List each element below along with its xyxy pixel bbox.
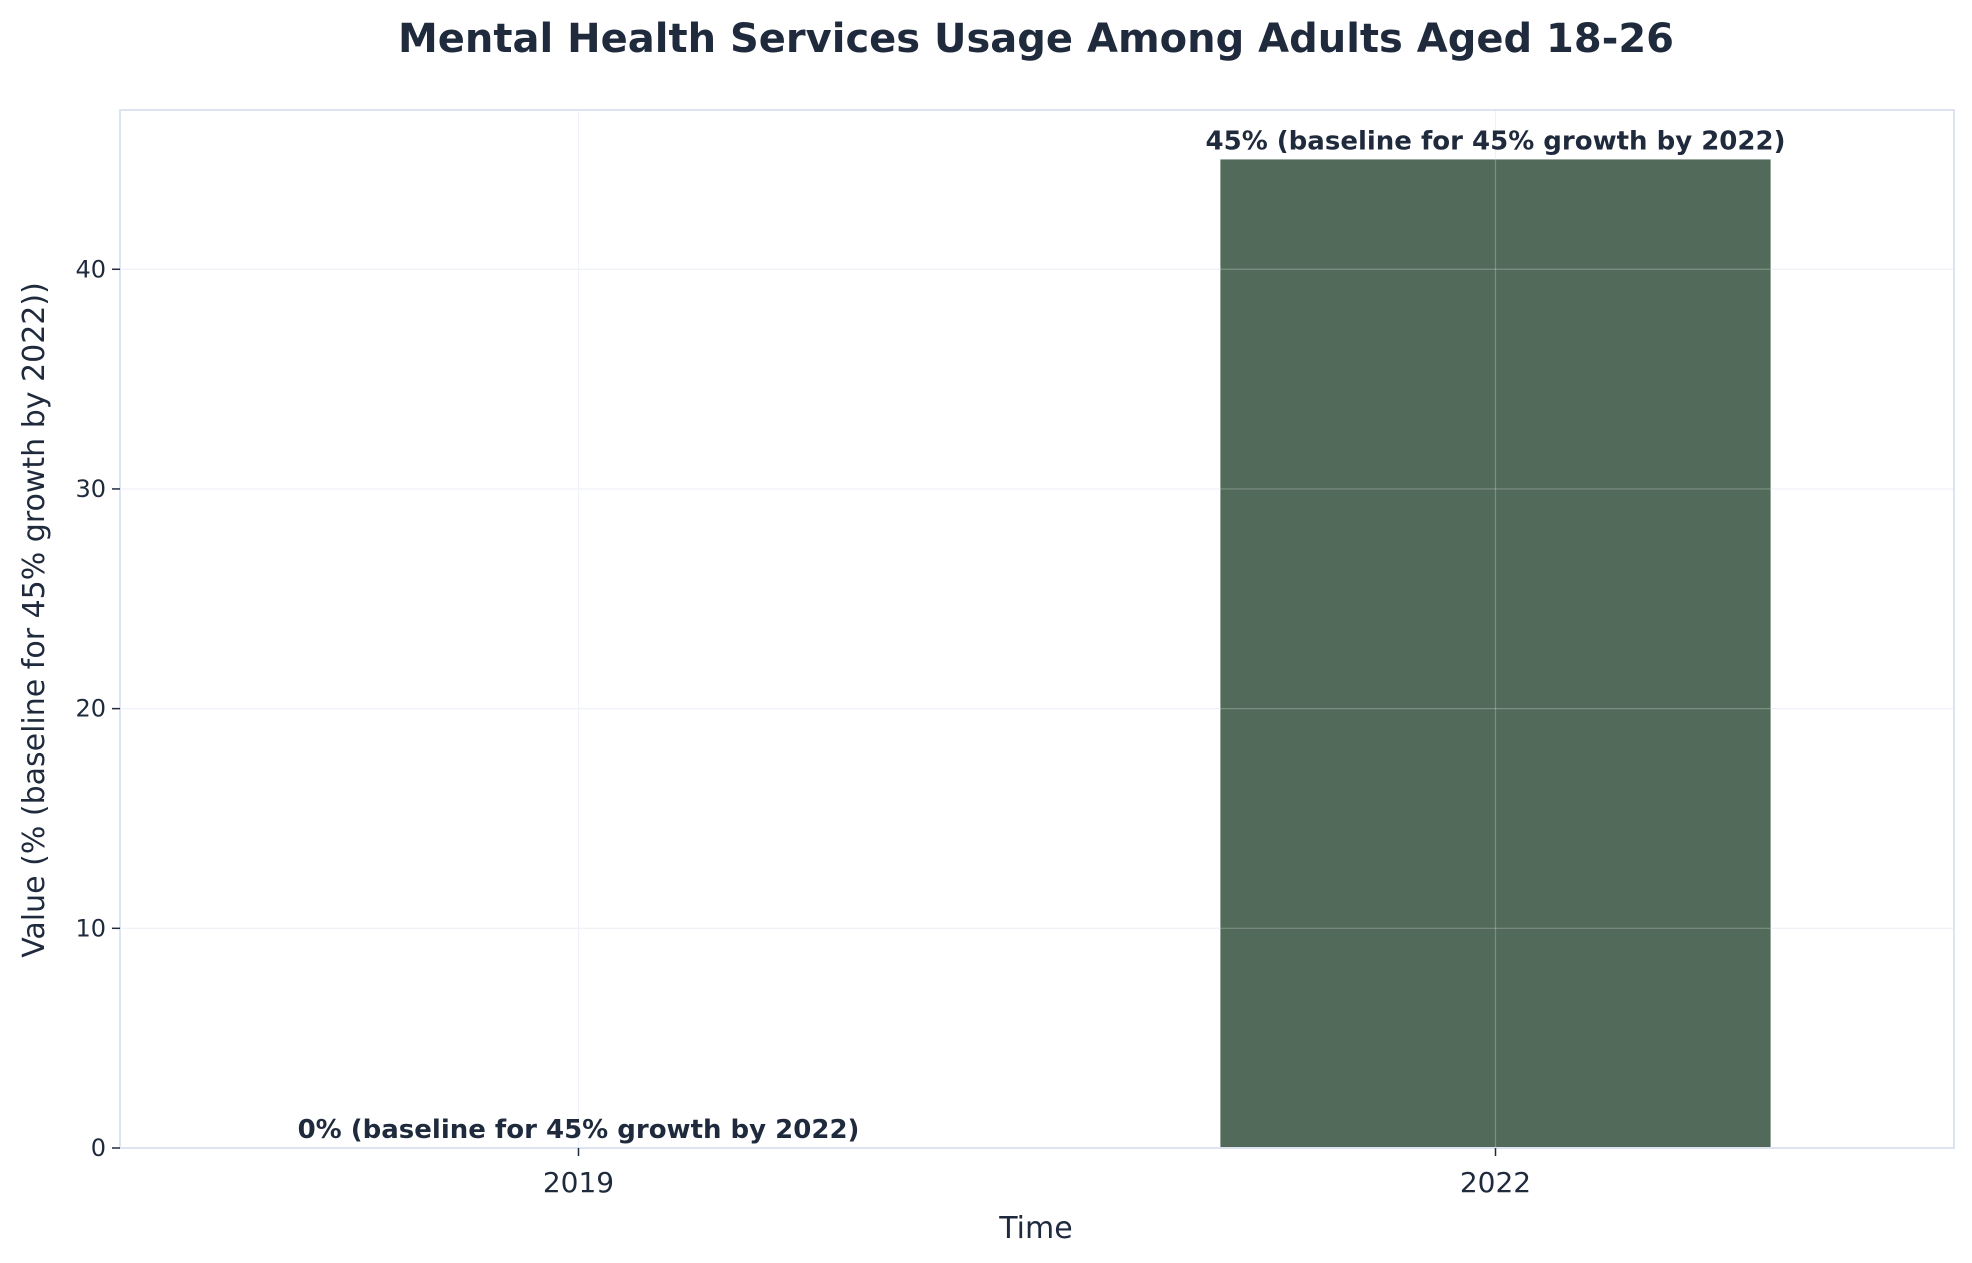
x-tick-label: 2019 bbox=[543, 1166, 614, 1199]
y-tick-label: 30 bbox=[75, 475, 106, 503]
tick-layer: 0 10 20 30 40 2019 2022 bbox=[75, 255, 1531, 1199]
y-tick-label: 20 bbox=[75, 695, 106, 723]
y-tick-label: 40 bbox=[75, 255, 106, 283]
bar-layer bbox=[1220, 159, 1771, 1148]
x-axis-label: Time bbox=[998, 1211, 1072, 1246]
x-tick-label: 2022 bbox=[1460, 1166, 1531, 1199]
data-label-2022: 45% (baseline for 45% growth by 2022) bbox=[1206, 126, 1786, 156]
y-axis-label: Value (% (baseline for 45% growth by 202… bbox=[17, 282, 52, 958]
data-label-2019: 0% (baseline for 45% growth by 2022) bbox=[298, 1115, 860, 1145]
bar-2022 bbox=[1220, 159, 1771, 1148]
y-tick-label: 0 bbox=[91, 1134, 106, 1162]
data-label-layer: 0% (baseline for 45% growth by 2022) 45% … bbox=[298, 126, 1786, 1145]
chart-title: Mental Health Services Usage Among Adult… bbox=[398, 16, 1674, 62]
y-tick-label: 10 bbox=[75, 914, 106, 942]
axes-frame bbox=[119, 109, 1955, 1149]
